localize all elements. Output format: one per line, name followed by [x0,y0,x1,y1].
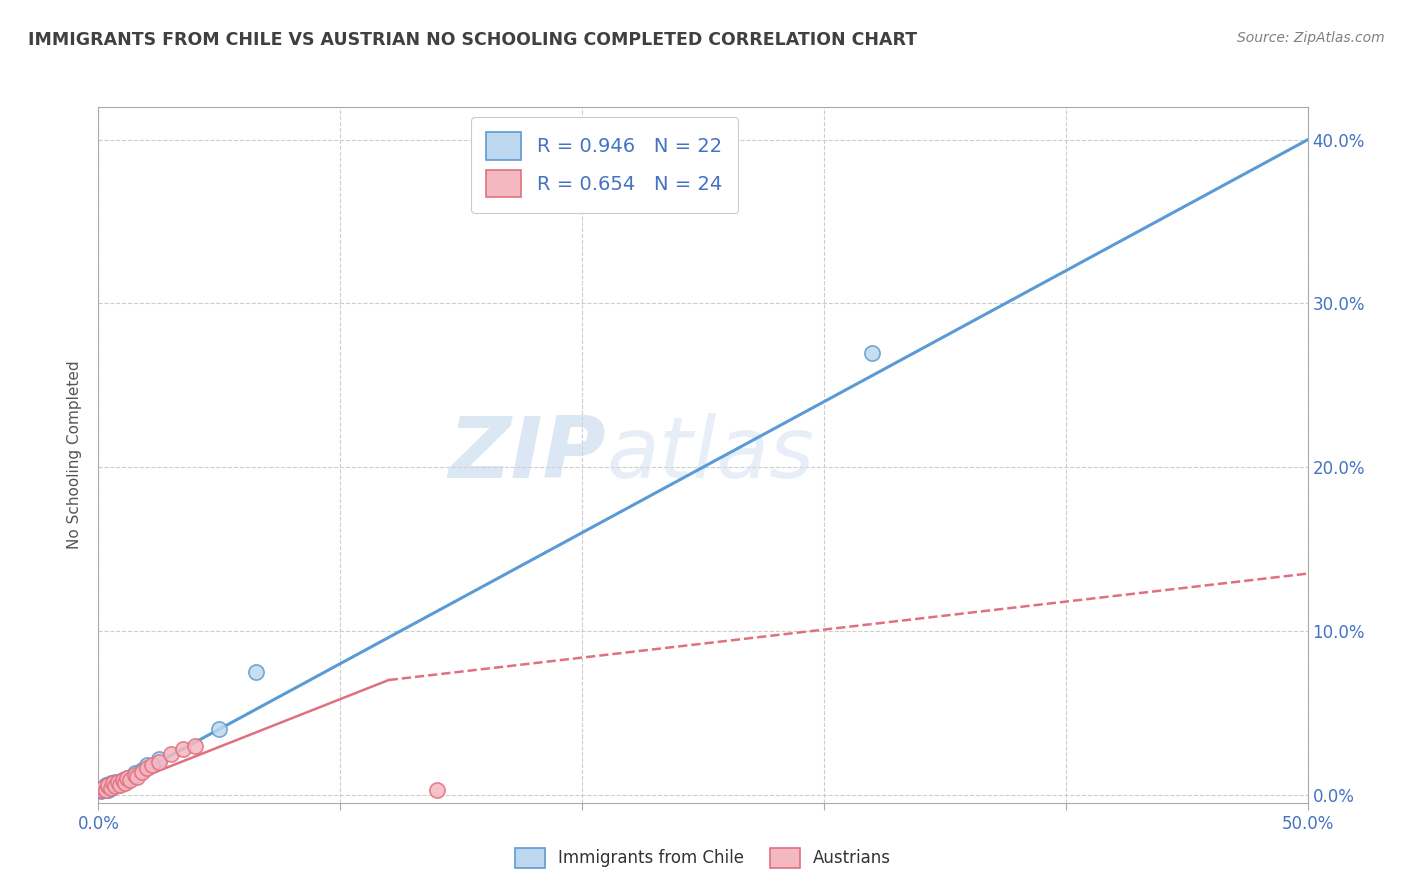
Point [245,665,267,679]
Text: IMMIGRANTS FROM CHILE VS AUSTRIAN NO SCHOOLING COMPLETED CORRELATION CHART: IMMIGRANTS FROM CHILE VS AUSTRIAN NO SCH… [28,31,917,49]
Text: ZIP: ZIP [449,413,606,497]
Point [100,780,122,795]
Point [107,774,129,789]
Point [114,776,136,790]
Point [135,758,157,772]
Point [90,784,112,798]
Point [90,782,112,797]
Point [97,780,120,794]
Point [172,741,194,756]
Point [117,771,139,785]
Point [97,778,120,792]
Point [94,782,117,797]
Point [104,780,127,794]
Point [108,776,131,790]
Point [131,764,153,779]
Point [111,772,134,787]
Point [101,776,124,790]
Point [97,782,120,797]
Point [91,782,114,797]
Point [160,747,183,761]
Point [94,778,117,792]
Point [100,780,122,795]
Point [148,755,170,769]
Point [118,772,141,787]
Point [141,758,163,772]
Point [107,778,129,792]
Point [91,780,114,795]
Point [135,761,157,775]
Point [100,776,122,790]
Legend: R = 0.946   N = 22, R = 0.654   N = 24: R = 0.946 N = 22, R = 0.654 N = 24 [471,117,738,212]
Point [124,768,146,782]
Point [101,780,124,794]
Point [124,766,146,780]
Point [426,782,449,797]
Point [117,771,139,785]
Text: atlas: atlas [606,413,814,497]
Point [108,778,131,792]
Point [104,774,127,789]
Point [111,772,134,787]
Text: Source: ZipAtlas.com: Source: ZipAtlas.com [1237,31,1385,45]
Point [91,780,114,795]
Point [131,763,153,777]
Point [127,770,149,784]
Point [148,751,170,765]
Point [860,345,883,359]
Point [184,739,207,753]
Point [94,780,117,794]
Point [208,722,231,736]
Point [114,774,136,789]
Y-axis label: No Schooling Completed: No Schooling Completed [67,360,83,549]
Legend: Immigrants from Chile, Austrians: Immigrants from Chile, Austrians [509,841,897,875]
